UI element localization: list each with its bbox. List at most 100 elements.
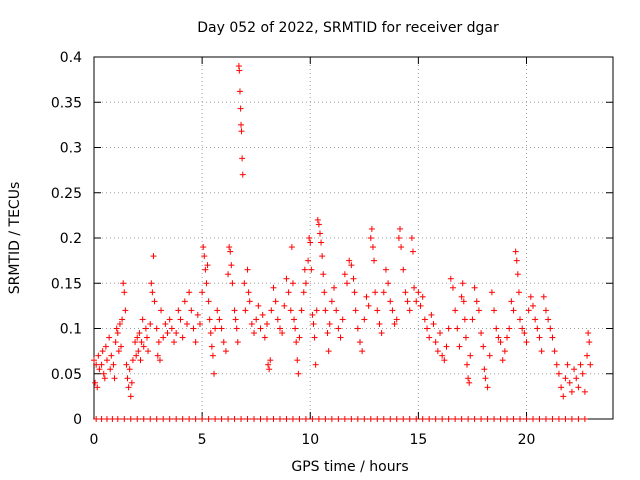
- x-axis-title: GPS time / hours: [291, 459, 408, 475]
- data-point: [515, 289, 522, 296]
- data-point: [315, 416, 322, 422]
- data-point: [114, 330, 121, 337]
- data-point: [341, 271, 348, 278]
- data-point: [497, 339, 504, 346]
- data-point: [289, 280, 296, 287]
- data-point: [419, 293, 426, 300]
- data-point: [380, 416, 387, 422]
- data-point: [434, 348, 441, 355]
- data-point: [308, 266, 315, 273]
- data-point: [145, 348, 152, 355]
- data-point: [183, 320, 190, 327]
- y-axis-title: SRMTID / TECUs: [7, 182, 23, 295]
- data-point: [309, 416, 316, 422]
- data-point: [206, 316, 213, 323]
- data-point: [568, 416, 575, 422]
- data-point: [298, 307, 305, 314]
- data-point: [488, 289, 495, 296]
- data-point: [432, 416, 439, 422]
- data-point: [181, 298, 188, 305]
- data-point: [123, 361, 130, 368]
- data-point: [285, 289, 292, 296]
- data-point: [350, 275, 357, 282]
- data-point: [517, 316, 524, 323]
- data-point: [523, 339, 530, 346]
- data-point: [134, 416, 141, 422]
- data-point: [393, 416, 400, 422]
- data-point: [307, 239, 314, 246]
- data-point: [400, 416, 407, 422]
- data-point: [339, 316, 346, 323]
- data-point: [135, 348, 142, 355]
- data-point: [374, 307, 381, 314]
- data-point: [173, 330, 180, 337]
- data-point: [251, 416, 258, 422]
- data-point: [259, 311, 266, 318]
- data-point: [283, 275, 290, 282]
- data-point: [248, 320, 255, 327]
- data-point: [291, 316, 298, 323]
- data-point: [586, 339, 593, 346]
- data-point: [102, 343, 109, 350]
- data-point: [413, 416, 420, 422]
- data-point: [154, 352, 161, 359]
- data-point: [306, 235, 313, 241]
- data-point: [238, 128, 245, 135]
- data-point: [166, 316, 173, 323]
- data-point: [168, 325, 175, 332]
- data-point: [300, 289, 307, 296]
- data-point: [171, 339, 178, 346]
- data-point: [469, 316, 476, 323]
- data-point: [155, 339, 162, 346]
- data-point: [553, 361, 560, 368]
- data-point: [293, 339, 300, 346]
- data-point: [231, 416, 238, 422]
- data-point: [575, 416, 582, 422]
- data-point: [575, 384, 582, 391]
- data-point: [312, 361, 319, 368]
- data-point: [409, 248, 416, 255]
- data-point: [510, 307, 517, 314]
- data-point: [404, 298, 411, 305]
- data-point: [538, 348, 545, 355]
- data-point: [361, 316, 368, 323]
- x-tick-label: 20: [518, 432, 536, 448]
- data-point: [501, 348, 508, 355]
- data-point: [199, 416, 206, 422]
- data-point: [568, 388, 575, 395]
- data-point: [460, 298, 467, 305]
- data-point: [216, 316, 223, 323]
- data-point: [341, 416, 348, 422]
- data-point: [150, 253, 157, 260]
- data-point: [396, 225, 403, 232]
- data-point: [305, 257, 312, 264]
- data-point: [560, 393, 567, 400]
- data-point: [459, 280, 466, 287]
- data-point: [428, 311, 435, 318]
- data-point: [257, 325, 264, 332]
- data-point: [372, 289, 379, 296]
- data-point: [510, 416, 517, 422]
- data-point: [222, 348, 229, 355]
- data-point: [122, 307, 129, 314]
- data-point: [121, 416, 128, 422]
- data-point: [220, 339, 227, 346]
- data-point: [264, 416, 270, 422]
- data-point: [367, 416, 374, 422]
- data-point: [226, 244, 233, 251]
- data-point: [445, 325, 452, 332]
- data-point: [337, 334, 344, 341]
- data-point: [244, 416, 251, 422]
- data-point: [467, 352, 474, 359]
- data-point: [281, 302, 288, 309]
- data-point: [257, 416, 264, 422]
- grid-lines: [94, 57, 613, 419]
- data-point: [270, 284, 277, 291]
- y-tick-label: 0.05: [51, 367, 82, 383]
- data-point: [512, 248, 519, 255]
- data-point: [212, 416, 219, 422]
- data-point: [266, 366, 273, 373]
- data-point: [255, 302, 262, 309]
- data-point: [276, 325, 283, 332]
- data-point: [424, 325, 431, 332]
